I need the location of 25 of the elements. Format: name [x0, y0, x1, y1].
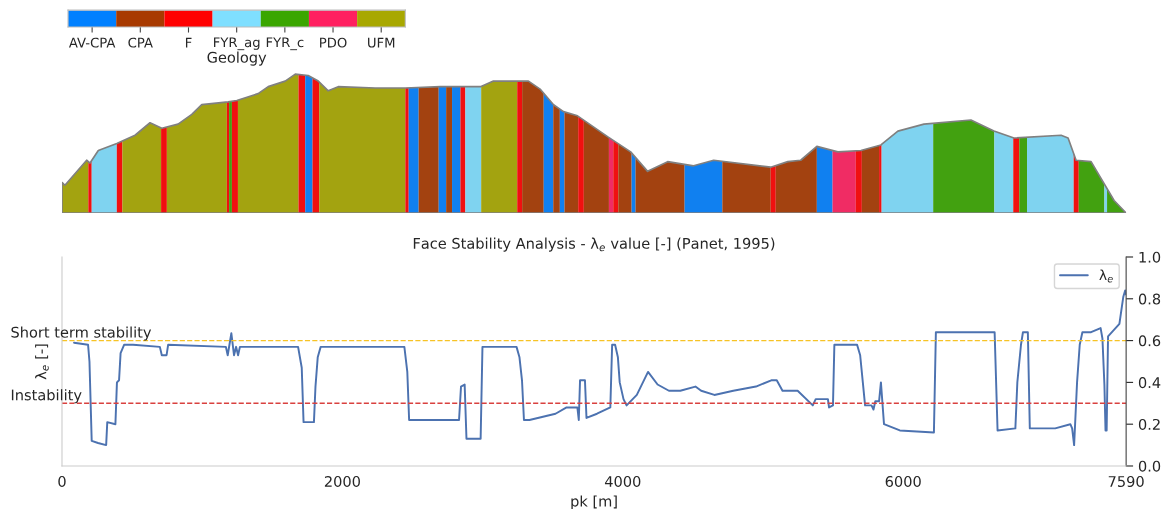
x-tick-label: 0: [58, 475, 66, 487]
x-tick-label: 4000: [604, 475, 641, 487]
y-tick-label: 0.8: [1138, 293, 1161, 305]
chart-title: Face Stability Analysis - λ$_{e}$ value [-] (Panet, 1995): [413, 237, 775, 252]
y-tick-label: 1.0: [1139, 251, 1161, 263]
x-tick-label: 7590: [1108, 475, 1144, 487]
legend-label: λ$_{e}$: [1099, 269, 1113, 283]
y-tick-label: 0.0: [1138, 460, 1161, 472]
y-axis-title: λ$_{e}$ [-]: [35, 344, 49, 380]
category-label: PDO: [320, 37, 347, 48]
category-label: FYR_ag: [214, 37, 260, 51]
ref-line-label: Short term stability: [11, 326, 152, 341]
category-label: F: [185, 37, 192, 48]
category-label: UFM: [368, 37, 395, 48]
x-axis-title: pk [m]: [571, 495, 617, 509]
y-tick-label: 0.6: [1138, 335, 1161, 347]
category-label: FYR_c: [266, 37, 304, 51]
y-tick-label: 0.4: [1138, 377, 1161, 389]
ref-line-label: Instability: [11, 389, 82, 404]
x-tick-label: 6000: [885, 475, 921, 487]
category-label: CPA: [128, 37, 153, 48]
category-label: AV-CPA: [68, 37, 116, 48]
x-tick-label: 2000: [324, 475, 360, 487]
text: Geology: [207, 51, 267, 66]
y-tick-label: 0.2: [1138, 418, 1160, 430]
